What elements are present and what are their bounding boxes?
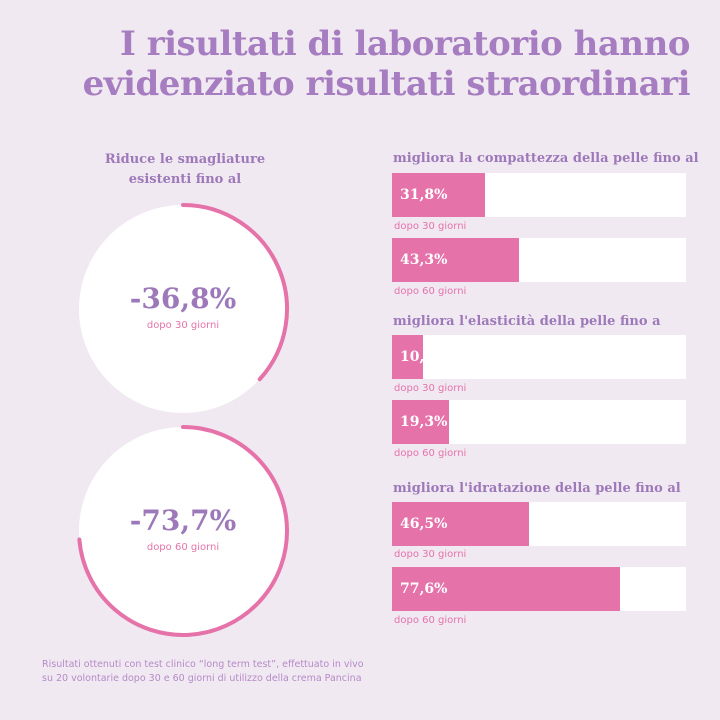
bar-sub-label: dopo 60 giorni (394, 448, 467, 459)
bar-value-label: 31,8% (400, 187, 448, 203)
group-title-compattezza: migliora la compattezza della pelle fino… (393, 151, 699, 166)
bar-value-label: 43,3% (400, 252, 448, 268)
title-line-1: I risultati di laboratorio hanno (119, 24, 691, 64)
bar-value-label: 77,6% (400, 581, 448, 597)
bar-track: 31,8% (392, 173, 686, 217)
footnote: Risultati ottenuti con test clinico “lon… (42, 658, 462, 686)
ring-progress-arc (77, 425, 289, 637)
ring-value: -73,7% (129, 504, 237, 537)
bar-sub-label: dopo 30 giorni (394, 383, 467, 394)
ring-chart-30: -36,8% dopo 30 giorni (76, 202, 290, 416)
group-title-elasticita: migliora l'elasticità della pelle fino a (393, 314, 661, 329)
bar-sub-label: dopo 30 giorni (394, 221, 467, 232)
page-title: I risultati di laboratorio hanno evidenz… (30, 24, 691, 104)
bar-value-label: 19,3% (400, 414, 448, 430)
ring-chart-60: -73,7% dopo 60 giorni (76, 424, 290, 638)
title-line-2: evidenziato risultati straordinari (82, 64, 691, 104)
circle-caption: Riduce le smagliature esistenti fino al (80, 150, 290, 190)
bar-sub-label: dopo 60 giorni (394, 286, 467, 297)
footnote-line-1: Risultati ottenuti con test clinico “lon… (42, 659, 364, 670)
bar-track: 46,5% (392, 502, 686, 546)
ring-sub-label: dopo 60 giorni (146, 542, 220, 553)
ring-background (79, 427, 287, 635)
bar-sub-label: dopo 60 giorni (394, 615, 467, 626)
bar-fill (392, 502, 529, 546)
ring-progress-arc (181, 203, 289, 382)
bar-value-label: 10,5% (400, 349, 448, 365)
bar-track: 19,3% (392, 400, 686, 444)
group-title-idratazione: migliora l'idratazione della pelle fino … (393, 481, 681, 496)
bar-fill (392, 238, 520, 282)
bar-sub-label: dopo 30 giorni (394, 549, 467, 560)
bar-track: 43,3% (392, 238, 686, 282)
circle-caption-line-1: Riduce le smagliature (104, 152, 266, 167)
ring-graphic (79, 203, 289, 413)
circle-caption-line-2: esistenti fino al (128, 172, 242, 187)
bar-value-label: 46,5% (400, 516, 448, 532)
bar-track: 77,6% (392, 567, 686, 611)
bar-fill (392, 173, 486, 217)
ring-graphic (77, 425, 289, 637)
ring-sub-label: dopo 30 giorni (146, 320, 220, 331)
footnote-line-2: su 20 volontarie dopo 30 e 60 giorni di … (42, 673, 362, 684)
bar-fill (392, 400, 449, 444)
bar-fill (392, 567, 621, 611)
ring-value: -36,8% (129, 282, 237, 315)
bar-fill (392, 335, 423, 379)
bar-track: 10,5% (392, 335, 686, 379)
ring-background (79, 205, 287, 413)
